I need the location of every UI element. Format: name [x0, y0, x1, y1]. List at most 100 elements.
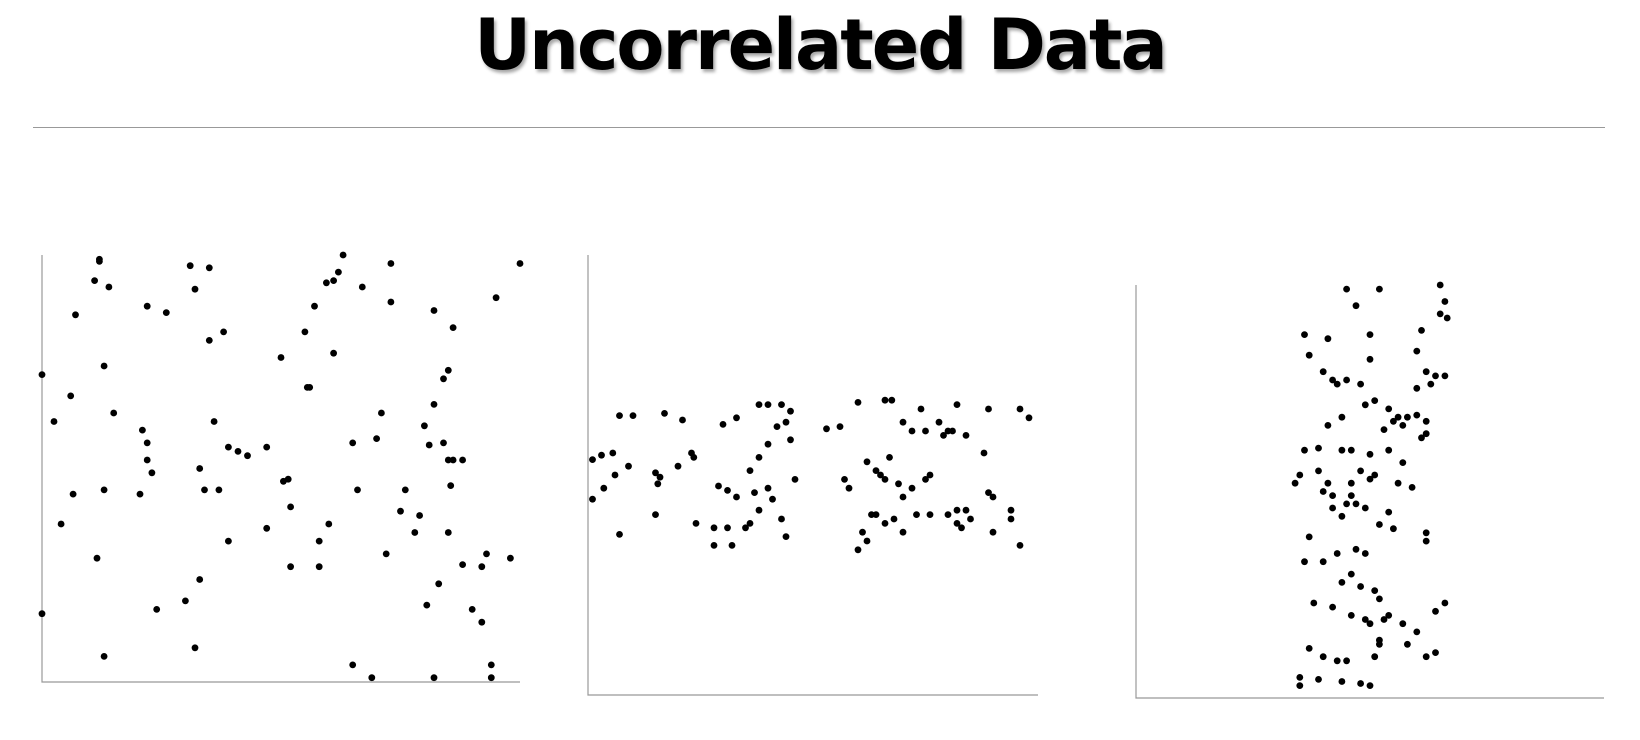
scatter-point — [654, 480, 662, 488]
scatter-point — [1324, 422, 1332, 429]
scatter-point — [1333, 550, 1341, 557]
scatter-point — [100, 653, 108, 660]
scatter-point — [430, 401, 438, 408]
scatter-point — [72, 311, 79, 319]
scatter-point — [899, 493, 907, 501]
scatter-point — [425, 441, 433, 449]
scatter-point — [1352, 545, 1360, 553]
scatter-point — [733, 414, 740, 422]
scatter-point — [1441, 372, 1449, 380]
scatter-point — [1296, 674, 1304, 681]
scatter-point — [962, 506, 970, 514]
scatter-point — [148, 469, 156, 477]
scatter-point — [944, 511, 952, 518]
axes-3 — [1135, 285, 1604, 699]
scatter-point — [478, 563, 486, 571]
scatter-point — [315, 537, 323, 545]
scatter-point — [926, 471, 934, 479]
scatter-point — [1366, 620, 1374, 628]
scatter-point — [1296, 682, 1304, 689]
scatter-point — [225, 443, 232, 451]
scatter-point — [1347, 479, 1355, 487]
scatter-panel-3 — [1135, 281, 1604, 699]
scatter-point — [1385, 446, 1393, 454]
scatter-point — [1338, 446, 1346, 454]
scatter-point — [1347, 570, 1355, 578]
scatter-point — [492, 294, 500, 302]
scatter-point — [888, 396, 896, 404]
scatter-point — [1315, 444, 1322, 452]
scatter-point — [1422, 430, 1430, 438]
scatter-point — [719, 421, 727, 428]
scatter-point — [899, 418, 907, 426]
scatter-point — [136, 490, 144, 498]
scatter-point — [1413, 628, 1421, 636]
scatter-point — [234, 448, 242, 455]
scatter-point — [764, 401, 772, 408]
scatter-point — [1371, 397, 1379, 404]
scatter-point — [280, 477, 287, 485]
scatter-point — [263, 524, 271, 532]
scatter-point — [1399, 459, 1407, 466]
scatter-point — [287, 503, 294, 511]
scatter-point — [1418, 434, 1425, 442]
scatter-point — [1408, 484, 1416, 491]
scatter-point — [778, 401, 785, 408]
scatter-point — [421, 422, 428, 430]
scatter-point — [746, 520, 754, 527]
scatter-point — [1319, 653, 1327, 661]
scatter-point — [773, 423, 781, 430]
scatter-point — [859, 528, 866, 536]
scatter-point — [423, 601, 431, 609]
scatter-point — [1338, 413, 1346, 421]
scatter-point — [196, 576, 204, 583]
scatter-point — [303, 384, 311, 391]
scatter-point — [1357, 467, 1364, 475]
scatter-point — [1361, 504, 1369, 512]
scatter-point — [886, 454, 893, 461]
scatter-point — [1329, 492, 1336, 499]
scatter-point — [1357, 380, 1364, 388]
scatter-point — [908, 427, 916, 435]
scatter-point — [287, 563, 294, 571]
scatter-point — [182, 597, 189, 605]
scatter-point — [96, 258, 103, 265]
scatter-point — [1376, 636, 1383, 644]
scatter-point — [989, 528, 997, 536]
scatter-point — [652, 469, 659, 477]
axes-1 — [41, 255, 520, 683]
scatter-point — [845, 484, 853, 492]
scatter-point — [985, 405, 992, 413]
scatter-point — [435, 580, 443, 588]
scatter-point — [1404, 640, 1411, 648]
scatter-point — [1333, 657, 1341, 665]
scatter-point — [656, 473, 664, 481]
scatter-point — [1394, 479, 1402, 487]
scatter-point — [1404, 413, 1411, 421]
scatter-point — [724, 487, 731, 494]
scatter-point — [244, 452, 251, 460]
scatter-point — [306, 384, 314, 391]
scatter-point — [1432, 607, 1439, 615]
scatter-point — [881, 476, 889, 483]
scatter-point — [1343, 285, 1350, 293]
scatter-point — [782, 418, 790, 426]
scatter-point — [751, 489, 758, 496]
scatter-point — [368, 674, 376, 682]
scatter-point — [1366, 450, 1374, 458]
scatter-point — [440, 439, 447, 447]
scatter-point — [1361, 401, 1369, 409]
scatter-point — [769, 495, 776, 503]
scatter-point — [447, 482, 455, 489]
scatter-point — [616, 531, 623, 538]
scatter-point — [1422, 417, 1430, 425]
scatter-point — [1343, 657, 1350, 665]
scatter-point — [153, 606, 161, 613]
scatter-point — [755, 401, 763, 408]
scatter-point — [100, 486, 108, 494]
scatter-point — [311, 302, 318, 310]
scatter-point — [922, 476, 929, 483]
scatter-point — [1305, 351, 1313, 359]
scatter-point — [1422, 653, 1430, 661]
scatter-point — [38, 610, 46, 618]
